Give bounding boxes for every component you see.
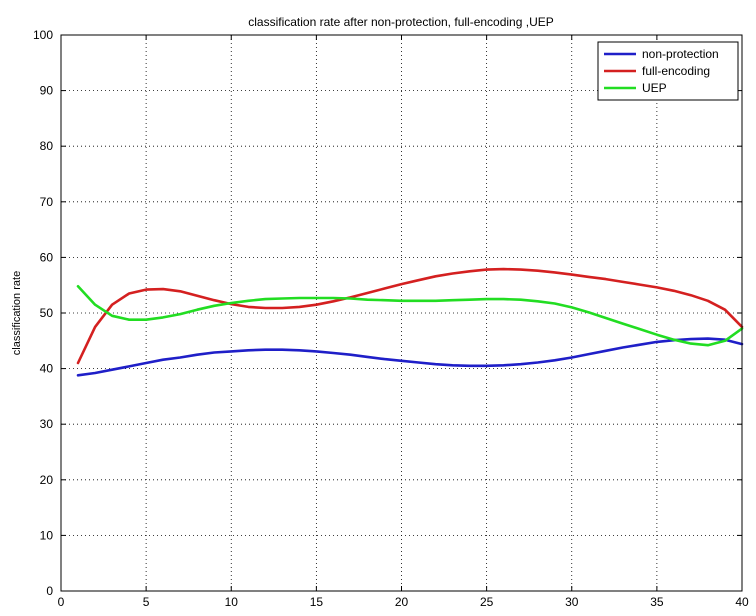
y-tick-label: 50 [40, 306, 54, 320]
series-line-full-encoding [76, 267, 744, 365]
x-tick-label: 30 [565, 595, 579, 609]
x-tick-label: 15 [310, 595, 324, 609]
legend-label-full-encoding: full-encoding [642, 64, 710, 78]
series-line-non-protection [76, 337, 744, 377]
y-tick-label: 70 [40, 195, 54, 209]
y-tick-label: 40 [40, 362, 54, 376]
legend-label-non-protection: non-protection [642, 47, 719, 61]
x-tick-label: 0 [58, 595, 65, 609]
series-line-uep [76, 284, 744, 347]
x-tick-label: 5 [143, 595, 150, 609]
y-tick-label: 30 [40, 417, 54, 431]
legend: non-protection full-encoding UEP [597, 41, 739, 101]
y-tick-label: 10 [40, 528, 54, 542]
y-axis-label: classification rate [11, 271, 23, 355]
y-tick-label: 80 [40, 139, 54, 153]
x-tick-label: 35 [650, 595, 664, 609]
chart-title: classification rate after non-protection… [248, 15, 554, 29]
x-tick-label: 20 [395, 595, 409, 609]
y-tick-label: 60 [40, 250, 54, 264]
y-tick-label: 100 [33, 28, 53, 42]
x-tick-label: 25 [480, 595, 494, 609]
y-tick-label: 20 [40, 473, 54, 487]
legend-label-uep: UEP [642, 81, 667, 95]
y-tick-label: 90 [40, 84, 54, 98]
series-layer [76, 267, 744, 377]
tick-labels: 0 5 10 15 20 25 30 35 40 0 10 20 30 40 50 60 70 80 90 100 [33, 28, 749, 609]
x-tick-label: 10 [225, 595, 239, 609]
grid [61, 35, 742, 591]
x-tick-label: 40 [735, 595, 749, 609]
y-tick-label: 0 [46, 584, 53, 598]
